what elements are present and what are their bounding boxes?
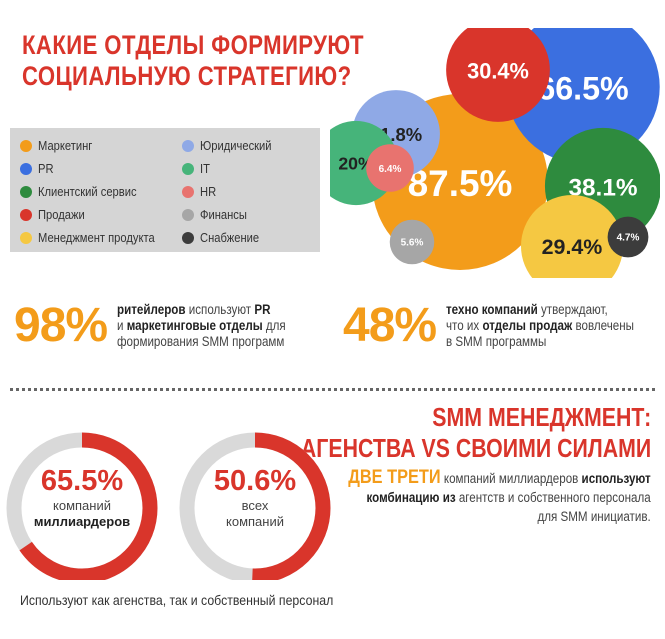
bubble-29-4: 29.4% (521, 195, 623, 278)
legend-item-product-management: Менеджмент продукта (20, 230, 174, 245)
legend-label: Снабжение (200, 230, 260, 245)
legend: Маркетинг PR Клиентский сервис Продажи М… (10, 128, 320, 252)
ring-percent: 65.5% (40, 465, 124, 497)
page-title: КАКИЕ ОТДЕЛЫ ФОРМИРУЮТ СОЦИАЛЬНУЮ СТРАТЕ… (22, 30, 364, 92)
stat-tech-text: техно компаний утверждают, что их отделы… (446, 301, 635, 349)
legend-dot-icon (20, 231, 32, 244)
legend-item-hr: HR (182, 184, 219, 199)
ring-sub-2: компаний (226, 514, 284, 529)
legend-item-legal: Юридический (182, 138, 283, 153)
bubble-label: 6.4% (379, 164, 402, 175)
ring-sub-1: компаний (53, 498, 111, 513)
legend-item-finance: Финансы (182, 207, 255, 222)
legend-dot-icon (20, 139, 32, 152)
legend-item-supply: Снабжение (182, 230, 269, 245)
bubble-mark (389, 219, 435, 265)
ring-chart-2 (179, 432, 331, 580)
legend-label: Продажи (38, 207, 85, 222)
stat-tech: 48% техно компаний утверждают, что их от… (343, 298, 665, 353)
bubble-mark (366, 144, 414, 192)
legend-dot-icon (182, 162, 194, 175)
ring-label-all: 50.6% всех компаний (190, 464, 320, 530)
bubble-30-4: 30.4% (446, 28, 550, 122)
ring-sub-2: миллиардеров (33, 514, 131, 529)
stat-retail-value: 98% (14, 299, 108, 352)
bubble-label: 30.4% (467, 58, 529, 83)
bubble-label: 5.6% (401, 238, 424, 249)
stat-retail-text: ритейлеров используют PR и маркетинговые… (117, 301, 286, 349)
legend-label: PR (38, 161, 54, 176)
stat-retail: 98% ритейлеров используют PR и маркетинг… (14, 298, 313, 353)
bubble-label: 20% (338, 154, 374, 174)
section-divider (10, 388, 655, 391)
section-title-line-1: SMM МЕНЕДЖМЕНТ: (432, 402, 651, 432)
ring-percent: 50.6% (213, 465, 297, 497)
legend-dot-icon (182, 139, 194, 152)
ring-arc (179, 432, 331, 580)
bubble-label: 29.4% (542, 235, 603, 259)
ring-sub-1: всех (241, 498, 269, 513)
bubble-6-4: 6.4% (366, 144, 414, 192)
ring-charts (6, 432, 331, 580)
legend-item-pr: PR (20, 161, 56, 176)
legend-label: Юридический (200, 138, 272, 153)
stat-tech-value: 48% (343, 299, 437, 352)
legend-label: Маркетинг (38, 138, 93, 153)
bubble-label: 4.7% (617, 232, 640, 243)
two-thirds-text: ДВЕ ТРЕТИ компаний миллиардеров использу… (348, 467, 651, 524)
legend-label: Менеджмент продукта (38, 230, 155, 245)
bubble-4-7: 4.7% (607, 216, 649, 258)
legend-dot-icon (182, 208, 194, 221)
section-title: SMM МЕНЕДЖМЕНТ: АГЕНСТВА VS СВОИМИ СИЛАМ… (301, 402, 651, 464)
bubble-label: 87.5% (408, 163, 513, 204)
bubble-label: 66.5% (537, 70, 628, 106)
legend-item-marketing: Маркетинг (20, 138, 101, 153)
legend-dot-icon (20, 208, 32, 221)
legend-dot-icon (20, 185, 32, 198)
legend-item-customer-service: Клиентский сервис (20, 184, 153, 199)
legend-dot-icon (182, 185, 194, 198)
ring-chart-1 (6, 432, 158, 580)
title-line-2: СОЦИАЛЬНУЮ СТРАТЕГИЮ? (22, 61, 352, 91)
legend-item-it: IT (182, 161, 212, 176)
legend-label: HR (200, 184, 217, 199)
footer-note: Используют как агенства, так и собственн… (20, 592, 334, 608)
bubble-mark (607, 216, 649, 258)
bubble-38-1: 38.1% (544, 127, 660, 245)
bubble-mark (521, 195, 623, 278)
ring-label-billionaires: 65.5% компаний миллиардеров (17, 464, 147, 530)
ring-arc (6, 432, 158, 580)
legend-label: IT (200, 161, 210, 176)
legend-dot-icon (182, 231, 194, 244)
legend-label: Клиентский сервис (38, 184, 137, 199)
section-title-line-2: АГЕНСТВА VS СВОИМИ СИЛАМИ (300, 433, 651, 463)
legend-label: Финансы (200, 207, 247, 222)
two-thirds-highlight: ДВЕ ТРЕТИ (348, 467, 441, 488)
bubble-mark (446, 28, 550, 122)
bubble-chart: 87.5%66.5%38.1%30.4%29.4%21.8%20% 6.4%5.6… (330, 28, 660, 278)
title-line-1: КАКИЕ ОТДЕЛЫ ФОРМИРУЮТ (22, 30, 364, 60)
legend-item-sales: Продажи (20, 207, 92, 222)
bubble-5-6: 5.6% (389, 219, 435, 265)
legend-dot-icon (20, 162, 32, 175)
